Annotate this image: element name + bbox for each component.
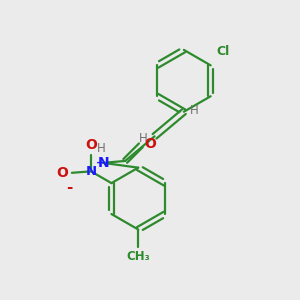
Text: N: N [85, 165, 97, 178]
Text: +: + [96, 158, 105, 168]
Text: CH₃: CH₃ [126, 250, 150, 262]
Text: Cl: Cl [216, 45, 229, 58]
Text: O: O [144, 137, 156, 151]
Text: H: H [190, 104, 199, 117]
Text: O: O [85, 138, 97, 152]
Text: -: - [66, 180, 72, 195]
Text: O: O [56, 166, 68, 180]
Text: N: N [98, 156, 109, 170]
Text: H: H [97, 142, 105, 154]
Text: H: H [139, 132, 148, 145]
